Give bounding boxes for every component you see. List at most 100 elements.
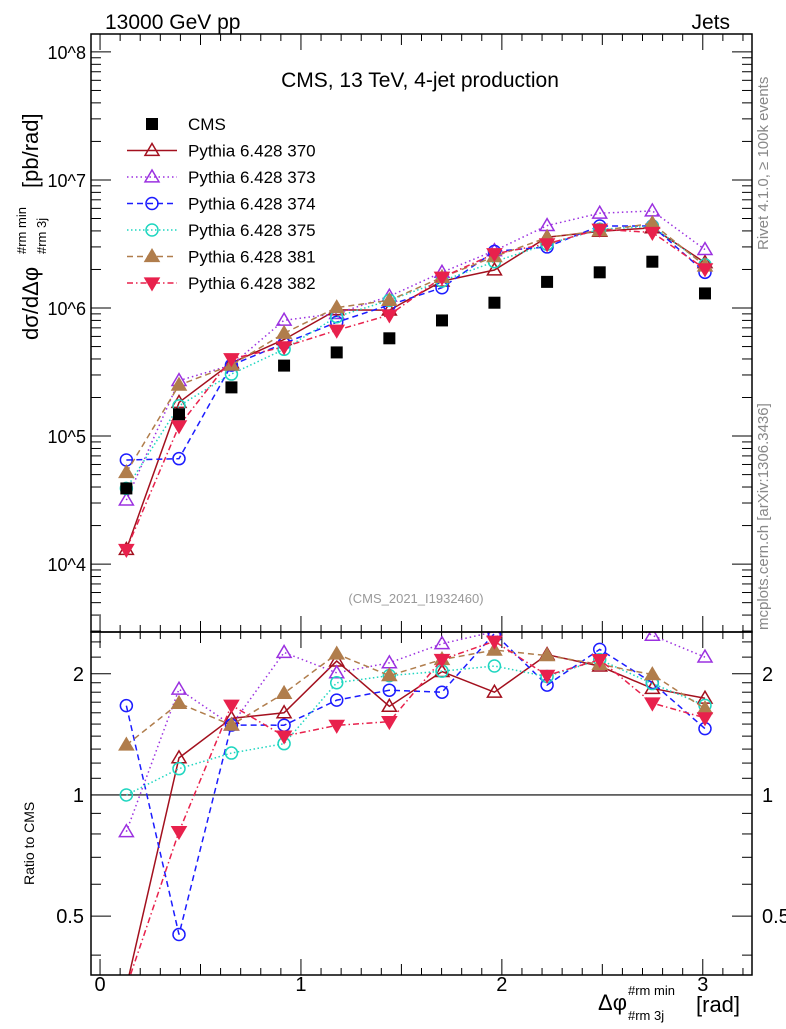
ratio-point (170, 825, 188, 841)
y-axis-label-sub: #rm 3j (34, 218, 49, 254)
chart-title: CMS, 13 TeV, 4-jet production (281, 69, 559, 92)
data-point (591, 223, 609, 238)
x-axis-label-unit: [rad] (696, 992, 740, 1017)
cms-data-point (278, 359, 291, 372)
data-point (328, 299, 346, 314)
cms-data-point (225, 381, 238, 394)
data-point (172, 451, 186, 466)
ratio-point (118, 823, 135, 838)
legend-marker (143, 142, 161, 157)
data-point (118, 464, 135, 479)
ratio-point (118, 736, 135, 751)
cms-data-point (383, 332, 396, 345)
series-5 (118, 223, 714, 558)
ratio-point (538, 669, 556, 684)
cms-data (120, 255, 711, 495)
y-axis-label-main: dσ/dΔφ (18, 267, 43, 340)
ratio-point (119, 788, 134, 802)
legend-item: Pythia 6.428 375 (127, 221, 316, 240)
ratio-point (275, 730, 293, 745)
ratio-tick-label: 2 (73, 664, 84, 686)
ratio-point (328, 719, 346, 734)
ratio-point (170, 694, 188, 709)
ratio-tick-label: 2 (762, 664, 773, 686)
data-point (538, 238, 556, 253)
series-line (125, 225, 706, 489)
legend-label: Pythia 6.428 382 (188, 274, 316, 293)
ratio-point (329, 693, 344, 707)
ratio-point (224, 746, 239, 760)
legend-item: CMS (146, 115, 226, 134)
ratio-line (126, 658, 706, 796)
ratio-point (433, 653, 451, 669)
ratio-point (644, 697, 661, 712)
legend-label: Pythia 6.428 370 (188, 142, 316, 161)
data-point (275, 341, 293, 356)
ratio-point (435, 685, 449, 699)
data-point (275, 324, 293, 339)
legend-marker (143, 168, 161, 183)
x-axis-label-sub: #rm 3j (628, 1008, 664, 1023)
y-tick-label: 10^4 (48, 555, 86, 575)
ratio-point (540, 611, 554, 623)
ratio-point (696, 712, 714, 727)
legend-item: Pythia 6.428 382 (127, 274, 316, 293)
ratio-point (381, 654, 398, 669)
data-point (118, 491, 135, 506)
ratio-point (487, 659, 502, 673)
data-point (486, 261, 503, 276)
x-axis-label-sup: #rm min (628, 983, 675, 998)
cms-data-point (646, 255, 659, 268)
ratio-point (381, 697, 398, 712)
y-axis-label: dσ/dΔφ #rm min #rm 3j [pb/rad] (14, 113, 49, 340)
ratio-point (119, 698, 134, 713)
legend-item: Pythia 6.428 374 (127, 195, 316, 214)
ratio-point (275, 644, 293, 659)
ratio-point (328, 645, 346, 660)
ratio-series-4 (118, 641, 714, 751)
legend-label: Pythia 6.428 373 (188, 168, 316, 187)
ratio-point (172, 927, 186, 942)
data-point (328, 324, 346, 339)
y-tick-label: 10^6 (48, 299, 86, 319)
legend-item: Pythia 6.428 381 (127, 248, 316, 267)
ratio-tick-label: 0.5 (762, 906, 786, 928)
legend-marker (143, 248, 161, 263)
ratio-point (591, 653, 609, 669)
data-point (591, 204, 609, 219)
data-point (381, 309, 398, 324)
ratio-point (223, 716, 240, 731)
analysis-label: (CMS_2021_I1932460) (348, 591, 483, 606)
legend-marker (146, 118, 158, 130)
ratio-frame (90, 631, 753, 976)
ratio-point (644, 666, 661, 681)
data-point (223, 353, 240, 368)
ratio-point (538, 647, 556, 662)
legend-marker (145, 223, 159, 237)
ratio-point (328, 664, 346, 679)
ratio-line (129, 640, 706, 975)
x-tick-label: 2 (496, 974, 507, 996)
cms-data-point (172, 408, 185, 421)
legend-label: Pythia 6.428 375 (188, 221, 316, 240)
y-tick-label: 10^5 (48, 427, 86, 447)
x-tick-label: 1 (295, 974, 306, 996)
ratio-series-5 (129, 635, 714, 975)
cms-data-point (120, 482, 133, 495)
data-point (275, 311, 293, 326)
cms-data-point (435, 314, 448, 327)
y-axis-label-sup: #rm min (14, 207, 29, 254)
cms-data-point (330, 346, 343, 359)
legend-label: Pythia 6.428 374 (188, 195, 316, 214)
data-point (381, 291, 398, 306)
x-tick-label: 3 (697, 974, 708, 996)
ratio-point (172, 761, 186, 776)
ratio-point (486, 635, 503, 650)
data-point (696, 263, 714, 278)
ratio-point (382, 683, 397, 697)
ratio-line (125, 649, 706, 746)
series-line (125, 228, 706, 550)
y-tick-labels: 10^4 10^5 10^6 10^7 10^8 (48, 43, 86, 575)
ratio-point (486, 683, 503, 698)
